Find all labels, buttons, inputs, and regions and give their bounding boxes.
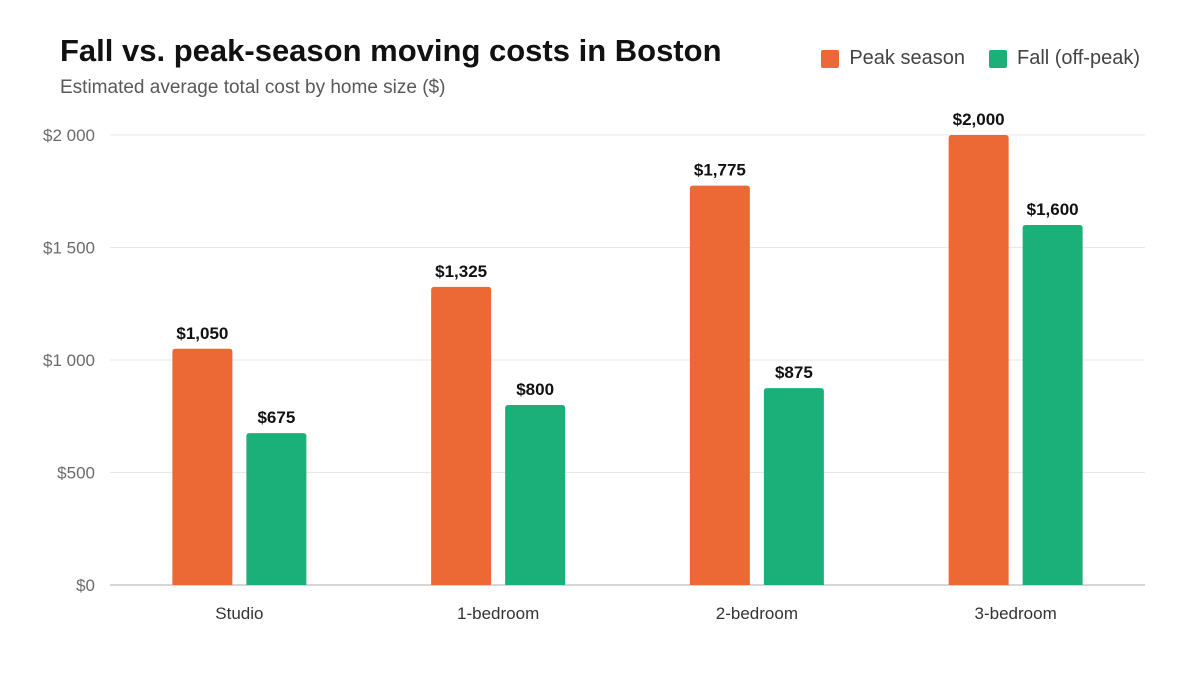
y-tick-label: $0: [76, 576, 95, 595]
bar-fall-off-peak-1-bedroom: [505, 405, 566, 585]
bar-peak-season-1-bedroom: [431, 286, 492, 585]
bar-fall-off-peak-3-bedroom: [1022, 225, 1083, 585]
y-tick-label: $1 500: [43, 239, 95, 258]
legend-item-peak-season: Peak season: [821, 47, 965, 70]
legend-swatch-fall-off-peak: [988, 49, 1007, 68]
legend-label-fall-off-peak: Fall (off-peak): [1016, 47, 1140, 69]
data-label-peak-season-2-bedroom: $1,775: [694, 161, 746, 180]
data-label-peak-season-3-bedroom: $2,000: [953, 110, 1005, 129]
legend-item-fall-off-peak: Fall (off-peak): [988, 47, 1140, 70]
data-label-peak-season-studio: $1,050: [176, 324, 228, 343]
x-tick-label: 1-bedroom: [457, 604, 539, 623]
bar-fall-off-peak-studio: [246, 433, 307, 585]
legend: Peak season Fall (off-peak): [821, 47, 1140, 70]
y-tick-label: $500: [57, 464, 95, 483]
chart-title: Fall vs. peak-season moving costs in Bos…: [60, 33, 722, 68]
data-label-fall-off-peak-3-bedroom: $1,600: [1027, 200, 1079, 219]
data-label-fall-off-peak-1-bedroom: $800: [516, 380, 554, 399]
legend-swatch-peak-season: [821, 49, 840, 68]
x-tick-label: 2-bedroom: [716, 604, 798, 623]
bar-peak-season-3-bedroom: [948, 135, 1009, 585]
y-tick-label: $2 000: [43, 126, 95, 145]
chart-subtitle: Estimated average total cost by home siz…: [60, 77, 446, 98]
x-tick-label: 3-bedroom: [975, 604, 1057, 623]
data-label-peak-season-1-bedroom: $1,325: [435, 262, 487, 281]
bar-fall-off-peak-2-bedroom: [763, 388, 824, 585]
data-label-fall-off-peak-2-bedroom: $875: [775, 363, 813, 382]
legend-label-peak-season: Peak season: [849, 47, 965, 69]
bar-peak-season-studio: [172, 348, 233, 585]
y-tick-label: $1 000: [43, 351, 95, 370]
bar-peak-season-2-bedroom: [689, 185, 750, 585]
x-tick-label: Studio: [215, 604, 263, 623]
data-label-fall-off-peak-studio: $675: [257, 408, 295, 427]
